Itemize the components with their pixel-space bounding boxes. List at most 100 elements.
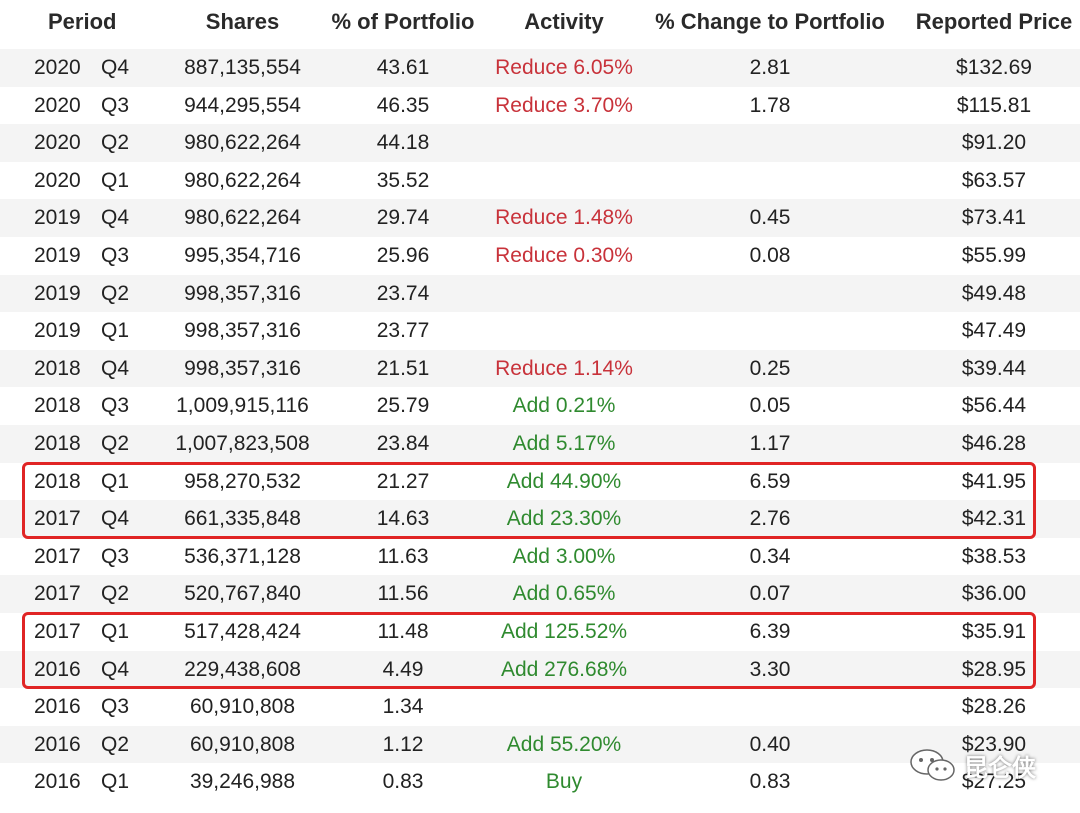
activity-value: Reduce 1.14%: [495, 356, 633, 380]
pct-portfolio-value: 23.84: [376, 432, 430, 455]
wechat-icon: [910, 749, 955, 781]
table-header: Period Shares % of Portfolio Activity % …: [0, 0, 1080, 46]
highlight-box: [22, 461, 1036, 539]
pct-portfolio-value: 25.96: [376, 244, 430, 267]
reported-price-value: $39.44: [961, 356, 1027, 380]
pct-portfolio-value: 4.49: [382, 657, 424, 681]
pct-change-value: 2.81: [749, 56, 791, 79]
period-year: 2019: [34, 206, 81, 230]
activity-value: Add 3.00%: [512, 544, 616, 568]
table-row: 2018 Q1 958,270,532 21.27 Add 44.90% 6.59 $41.…: [0, 462, 1080, 501]
reported-price-value: $41.95: [961, 469, 1027, 493]
activity-value: Add 5.17%: [512, 432, 616, 455]
shares-value: 60,910,808: [189, 695, 296, 719]
pct-portfolio-value: 44.18: [376, 131, 430, 155]
period-year: 2019: [34, 319, 81, 343]
table-row: 2016 Q2 60,910,808 1.12 Add 55.20% 0.40 $23.90: [0, 725, 1080, 764]
period-quarter: Q2: [101, 131, 130, 155]
pct-portfolio-value: 14.63: [376, 507, 430, 531]
activity-value: Reduce 3.70%: [495, 93, 633, 117]
shares-value: 517,428,424: [184, 620, 301, 643]
activity-value: Add 0.65%: [512, 582, 616, 606]
header-pct-portfolio: % of Portfolio: [331, 9, 475, 34]
activity-value: [474, 312, 654, 350]
pct-change-value: [662, 124, 878, 162]
table-row: 2020 Q2 980,622,264 44.18 $91.20: [0, 124, 1080, 162]
period-year: 2020: [34, 56, 81, 79]
period-quarter: Q3: [101, 394, 130, 418]
period-year: 2018: [34, 394, 81, 418]
pct-change-value: [662, 275, 878, 313]
period-quarter: Q1: [101, 620, 130, 643]
period-quarter: Q1: [101, 770, 130, 794]
activity-value: [474, 124, 654, 162]
shares-value: 995,354,716: [184, 244, 301, 267]
period-year: 2016: [34, 732, 81, 756]
reported-price-value: $35.91: [961, 620, 1027, 643]
period-quarter: Q4: [101, 206, 130, 230]
table-row: 2019 Q3 995,354,716 25.96 Reduce 0.30% 0.08 $5…: [0, 237, 1080, 275]
reported-price-value: $132.69: [956, 56, 1032, 79]
reported-price-value: $115.81: [956, 93, 1032, 117]
table-row: 2018 Q4 998,357,316 21.51 Reduce 1.14% 0.25 $3…: [0, 349, 1080, 388]
highlight-box: [22, 612, 1036, 690]
pct-portfolio-value: 23.77: [376, 319, 430, 343]
header-shares: Shares: [205, 9, 280, 34]
period-quarter: Q3: [101, 244, 130, 267]
pct-change-value: 1.17: [749, 432, 791, 455]
shares-value: 980,622,264: [184, 131, 301, 155]
reported-price-value: $91.20: [961, 131, 1027, 155]
table-row: 2019 Q2 998,357,316 23.74 $49.48: [0, 274, 1080, 313]
pct-change-value: 0.40: [749, 732, 791, 756]
period-year: 2020: [34, 131, 81, 155]
shares-value: 980,622,264: [184, 168, 301, 192]
pct-portfolio-value: 21.27: [376, 469, 430, 493]
period-year: 2018: [34, 469, 81, 493]
period-year: 2020: [34, 168, 81, 192]
reported-price-value: $36.00: [961, 582, 1027, 606]
pct-change-value: 2.76: [749, 507, 791, 531]
shares-value: 1,007,823,508: [175, 432, 310, 455]
shares-value: 944,295,554: [184, 93, 301, 117]
pct-portfolio-value: 0.83: [382, 770, 424, 794]
watermark-text: 昆仑侠: [964, 754, 1036, 782]
reported-price-value: $38.53: [961, 544, 1027, 568]
table-row: 2020 Q4 887,135,554 43.61 Reduce 6.05% 2.81 $1…: [0, 49, 1080, 87]
period-year: 2017: [34, 582, 81, 606]
activity-value: Add 23.30%: [506, 507, 622, 531]
pct-portfolio-value: 1.34: [382, 695, 424, 719]
table-row: 2017 Q1 517,428,424 11.48 Add 125.52% 6.39 $35…: [0, 613, 1080, 651]
pct-portfolio-value: 23.74: [376, 281, 430, 305]
period-quarter: Q2: [101, 432, 130, 455]
shares-value: 998,357,316: [184, 319, 301, 343]
period-quarter: Q4: [101, 657, 130, 681]
period-year: 2016: [34, 657, 81, 681]
header-reported-price: Reported Price: [915, 9, 1073, 34]
pct-portfolio-value: 11.56: [377, 582, 429, 606]
activity-value: Buy: [545, 770, 583, 794]
table-row: 2017 Q4 661,335,848 14.63 Add 23.30% 2.76 $42.…: [0, 500, 1080, 538]
pct-change-value: 0.45: [749, 206, 791, 230]
period-quarter: Q1: [101, 469, 130, 493]
table-row: 2020 Q3 944,295,554 46.35 Reduce 3.70% 1.78 $1…: [0, 86, 1080, 125]
pct-portfolio-value: 21.51: [376, 356, 430, 380]
table-row: 2016 Q1 39,246,988 0.83 Buy 0.83 $27.25: [0, 763, 1080, 801]
shares-value: 1,009,915,116: [176, 394, 309, 418]
pct-portfolio-value: 11.48: [377, 620, 429, 643]
activity-value: Add 125.52%: [500, 620, 628, 643]
period-year: 2016: [34, 770, 81, 794]
activity-value: Add 276.68%: [500, 657, 628, 681]
table-row: 2017 Q2 520,767,840 11.56 Add 0.65% 0.07 $36.0…: [0, 575, 1080, 613]
period-quarter: Q3: [101, 695, 130, 719]
period-year: 2018: [34, 356, 81, 380]
pct-portfolio-value: 1.12: [382, 732, 424, 756]
period-quarter: Q4: [101, 356, 130, 380]
header-activity: Activity: [524, 9, 604, 34]
header-period: Period: [48, 9, 117, 34]
shares-value: 60,910,808: [189, 732, 296, 756]
period-year: 2017: [34, 620, 81, 643]
table-row: 2019 Q1 998,357,316 23.77 $47.49: [0, 312, 1080, 350]
shares-value: 980,622,264: [184, 206, 301, 230]
period-quarter: Q1: [101, 168, 130, 192]
